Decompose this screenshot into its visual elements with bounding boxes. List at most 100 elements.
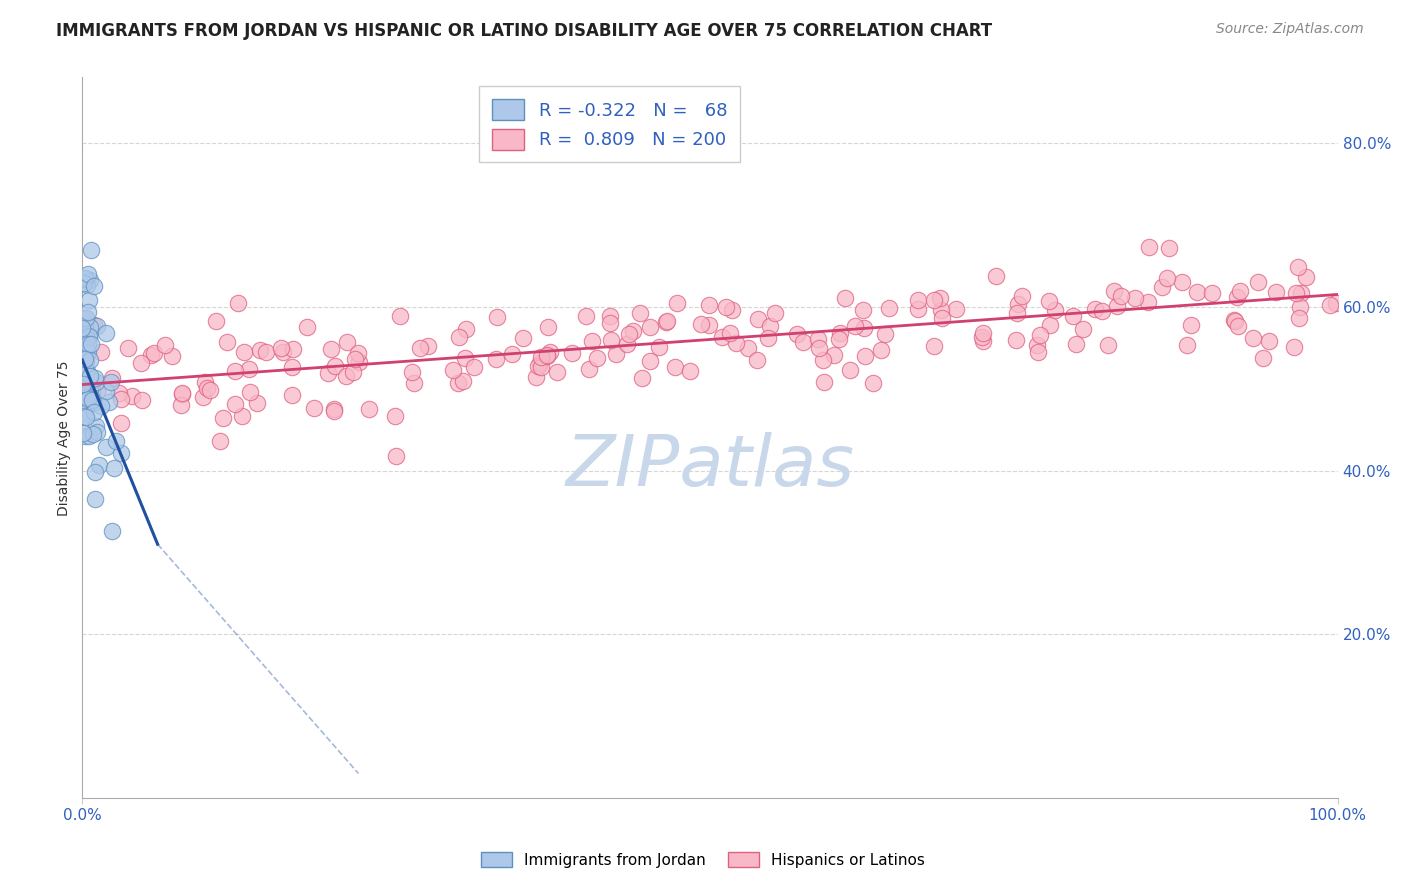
Point — [129, 355, 152, 369]
Point — [638, 354, 661, 368]
Point — [1246, 275, 1268, 289]
Point — [76, 342, 98, 356]
Point — [198, 384, 221, 398]
Point — [121, 389, 143, 403]
Point — [600, 333, 623, 347]
Point — [194, 376, 217, 390]
Point — [1102, 285, 1125, 299]
Point — [73, 321, 96, 335]
Point — [877, 301, 900, 316]
Point — [83, 318, 105, 332]
Point — [162, 349, 184, 363]
Point — [945, 301, 967, 316]
Point — [385, 449, 408, 463]
Point — [792, 334, 814, 349]
Point — [86, 425, 108, 439]
Point — [86, 384, 108, 398]
Point — [249, 343, 271, 358]
Point — [699, 298, 721, 312]
Point — [1005, 306, 1028, 320]
Point — [169, 399, 191, 413]
Point — [1288, 300, 1310, 314]
Point — [416, 339, 439, 353]
Point — [823, 348, 845, 362]
Point — [110, 416, 132, 430]
Point — [1097, 337, 1119, 351]
Point — [1229, 285, 1251, 299]
Point — [117, 341, 139, 355]
Point — [139, 348, 162, 362]
Point — [928, 291, 950, 305]
Point — [811, 352, 834, 367]
Point — [631, 371, 654, 385]
Point — [690, 317, 713, 331]
Point — [617, 326, 640, 341]
Point — [1201, 285, 1223, 300]
Point — [536, 349, 558, 363]
Point — [446, 376, 468, 390]
Point — [1084, 301, 1107, 316]
Point — [1157, 241, 1180, 255]
Point — [485, 351, 508, 366]
Point — [862, 376, 884, 391]
Point — [1288, 310, 1310, 325]
Point — [270, 341, 292, 355]
Point — [1004, 334, 1026, 348]
Point — [75, 310, 97, 325]
Point — [561, 346, 583, 360]
Point — [75, 365, 97, 379]
Point — [323, 404, 346, 418]
Point — [302, 401, 325, 415]
Point — [1289, 285, 1312, 300]
Point — [347, 345, 370, 359]
Point — [388, 309, 411, 323]
Point — [108, 386, 131, 401]
Point — [763, 306, 786, 320]
Point — [211, 410, 233, 425]
Point — [852, 303, 875, 318]
Point — [409, 341, 432, 355]
Point — [401, 365, 423, 379]
Point — [75, 409, 97, 424]
Point — [110, 392, 132, 406]
Point — [718, 326, 741, 341]
Point — [1284, 340, 1306, 354]
Point — [655, 314, 678, 328]
Point — [839, 363, 862, 377]
Point — [638, 319, 661, 334]
Point — [807, 332, 830, 346]
Text: ZIPatlas: ZIPatlas — [565, 432, 855, 501]
Point — [853, 321, 876, 335]
Point — [972, 326, 994, 341]
Point — [1324, 296, 1347, 310]
Point — [1026, 345, 1049, 359]
Point — [246, 396, 269, 410]
Point — [80, 337, 103, 351]
Point — [77, 344, 100, 359]
Point — [84, 491, 107, 506]
Point — [907, 293, 929, 307]
Point — [1241, 331, 1264, 345]
Point — [447, 330, 470, 344]
Point — [79, 273, 101, 287]
Point — [76, 390, 98, 404]
Point — [233, 345, 256, 359]
Point — [1265, 285, 1288, 299]
Y-axis label: Disability Age Over 75: Disability Age Over 75 — [58, 360, 72, 516]
Point — [922, 339, 945, 353]
Point — [76, 332, 98, 346]
Point — [82, 395, 104, 409]
Point — [281, 359, 304, 374]
Point — [76, 337, 98, 351]
Point — [501, 347, 523, 361]
Point — [621, 325, 644, 339]
Point — [536, 348, 558, 362]
Point — [1038, 293, 1060, 308]
Point — [1029, 328, 1052, 343]
Point — [758, 319, 780, 334]
Point — [1007, 296, 1029, 310]
Point — [72, 376, 94, 391]
Point — [75, 354, 97, 368]
Point — [599, 316, 621, 330]
Point — [524, 369, 547, 384]
